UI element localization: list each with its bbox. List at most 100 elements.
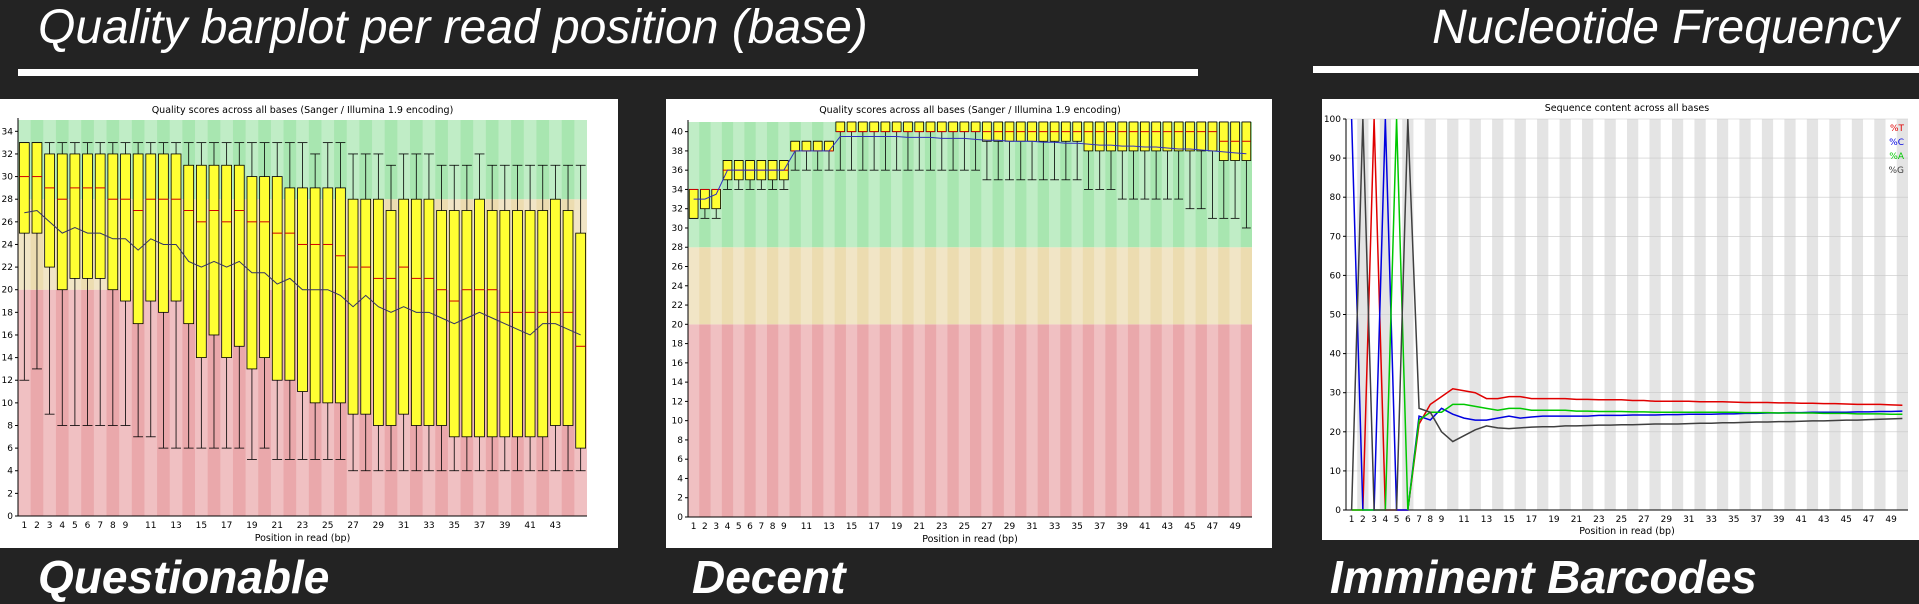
zone-stripe xyxy=(549,120,562,200)
quartile-box xyxy=(44,153,55,268)
zone-stripe xyxy=(1071,324,1083,517)
quartile-box xyxy=(925,121,936,133)
zone-stripe xyxy=(710,247,722,325)
x-tick-label: 43 xyxy=(1818,515,1829,525)
quartile-box xyxy=(18,142,30,234)
x-tick-label: 25 xyxy=(959,522,970,532)
zone-stripe xyxy=(755,324,767,517)
zone-stripe xyxy=(1026,247,1038,325)
nucleotide-section-heading: Nucleotide Frequency xyxy=(1432,1,1899,54)
x-tick-label: 11 xyxy=(145,521,156,531)
chart-title: Sequence content across all bases xyxy=(1545,103,1710,114)
y-tick-label: 34 xyxy=(2,127,14,137)
zone-stripe xyxy=(958,122,970,248)
x-tick-label: 2 xyxy=(1360,515,1366,525)
zone-stripe xyxy=(913,324,925,517)
zone-stripe xyxy=(1184,247,1196,325)
quartile-box xyxy=(461,210,473,438)
y-tick-label: 2 xyxy=(7,489,13,499)
zone-stripe xyxy=(868,122,880,248)
quartile-box xyxy=(1173,121,1184,152)
x-tick-label: 29 xyxy=(373,521,385,531)
zone-stripe xyxy=(1048,122,1061,248)
zone-stripe xyxy=(891,324,903,517)
chart-title: Quality scores across all bases (Sanger … xyxy=(152,105,454,116)
x-tick-label: 3 xyxy=(1371,515,1377,525)
quartile-box xyxy=(1162,121,1173,152)
x-axis-label: Position in read (bp) xyxy=(255,533,351,544)
y-tick-label: 24 xyxy=(672,282,684,292)
x-tick-label: 27 xyxy=(1638,515,1649,525)
quartile-box xyxy=(1083,121,1094,152)
zone-stripe xyxy=(936,324,948,517)
y-tick-label: 24 xyxy=(2,240,14,250)
x-tick-label: 31 xyxy=(398,521,409,531)
x-tick-label: 41 xyxy=(524,521,535,531)
quartile-box xyxy=(196,164,207,358)
quartile-box xyxy=(322,187,334,404)
quartile-box xyxy=(82,153,93,279)
quartile-box xyxy=(474,198,485,438)
zone-stripe xyxy=(18,289,31,516)
quartile-box xyxy=(107,153,119,291)
x-tick-label: 39 xyxy=(499,521,511,531)
zone-stripe xyxy=(981,122,993,248)
x-tick-label: 5 xyxy=(1394,515,1400,525)
zone-stripe xyxy=(800,122,813,248)
series-line-g xyxy=(1350,118,1903,511)
y-tick-label: 30 xyxy=(1330,389,1342,399)
quartile-box xyxy=(1151,121,1161,152)
zone-stripe xyxy=(1026,324,1038,517)
x-tick-label: 49 xyxy=(1229,522,1241,532)
y-tick-label: 90 xyxy=(1330,154,1342,164)
x-tick-label: 5 xyxy=(72,521,78,531)
x-tick-label: 35 xyxy=(449,521,460,531)
quartile-box xyxy=(94,153,106,279)
zone-stripe xyxy=(1094,324,1106,517)
x-tick-label: 13 xyxy=(170,521,181,531)
quartile-box xyxy=(948,121,958,133)
quartile-box xyxy=(824,140,834,152)
y-tick-label: 20 xyxy=(672,320,684,330)
x-tick-label: 39 xyxy=(1773,515,1785,525)
legend-label-a: %A xyxy=(1889,152,1905,162)
zone-stripe xyxy=(800,324,813,517)
y-tick-label: 34 xyxy=(672,185,684,195)
x-tick-label: 11 xyxy=(1458,515,1469,525)
legend-label-t: %T xyxy=(1890,124,1905,134)
quartile-box xyxy=(869,121,879,133)
y-tick-label: 0 xyxy=(677,513,683,523)
x-tick-label: 39 xyxy=(1117,522,1129,532)
y-tick-label: 4 xyxy=(677,474,683,484)
y-tick-label: 32 xyxy=(2,150,13,160)
zone-stripe xyxy=(778,324,790,517)
quartile-box xyxy=(259,176,270,358)
zone-stripe xyxy=(1003,122,1016,248)
zone-stripe xyxy=(981,247,993,325)
x-tick-label: 5 xyxy=(736,522,742,532)
quality-chart-questionable: 0 2 4 6 8 10 12 14 16 18 20 22 24 26 28 30 32 34 1 2 3 4 5 6 7 8 9… xyxy=(0,99,618,548)
x-tick-label: 9 xyxy=(123,521,129,531)
x-tick-label: 35 xyxy=(1728,515,1739,525)
quartile-box xyxy=(385,210,397,426)
quartile-box xyxy=(1128,121,1139,152)
zone-stripe xyxy=(891,247,903,325)
series-line-a xyxy=(1351,118,1903,511)
quartile-box xyxy=(1140,121,1150,152)
y-tick-label: 28 xyxy=(672,243,684,253)
quartile-box xyxy=(1106,121,1116,152)
quartile-box xyxy=(56,153,68,291)
y-tick-label: 32 xyxy=(672,205,683,215)
x-tick-label: 17 xyxy=(221,521,232,531)
x-tick-label: 4 xyxy=(1382,515,1388,525)
zone-stripe xyxy=(913,247,925,325)
x-tick-label: 8 xyxy=(110,521,116,531)
mean-line xyxy=(24,209,581,336)
quality-section-heading: Quality barplot per read position (base) xyxy=(38,1,868,54)
legend-label-g: %G xyxy=(1888,166,1904,176)
quartile-box xyxy=(145,153,157,302)
zone-stripe xyxy=(1184,324,1196,517)
y-tick-label: 28 xyxy=(2,195,14,205)
zone-stripe xyxy=(778,247,790,325)
quartile-box xyxy=(903,121,913,133)
